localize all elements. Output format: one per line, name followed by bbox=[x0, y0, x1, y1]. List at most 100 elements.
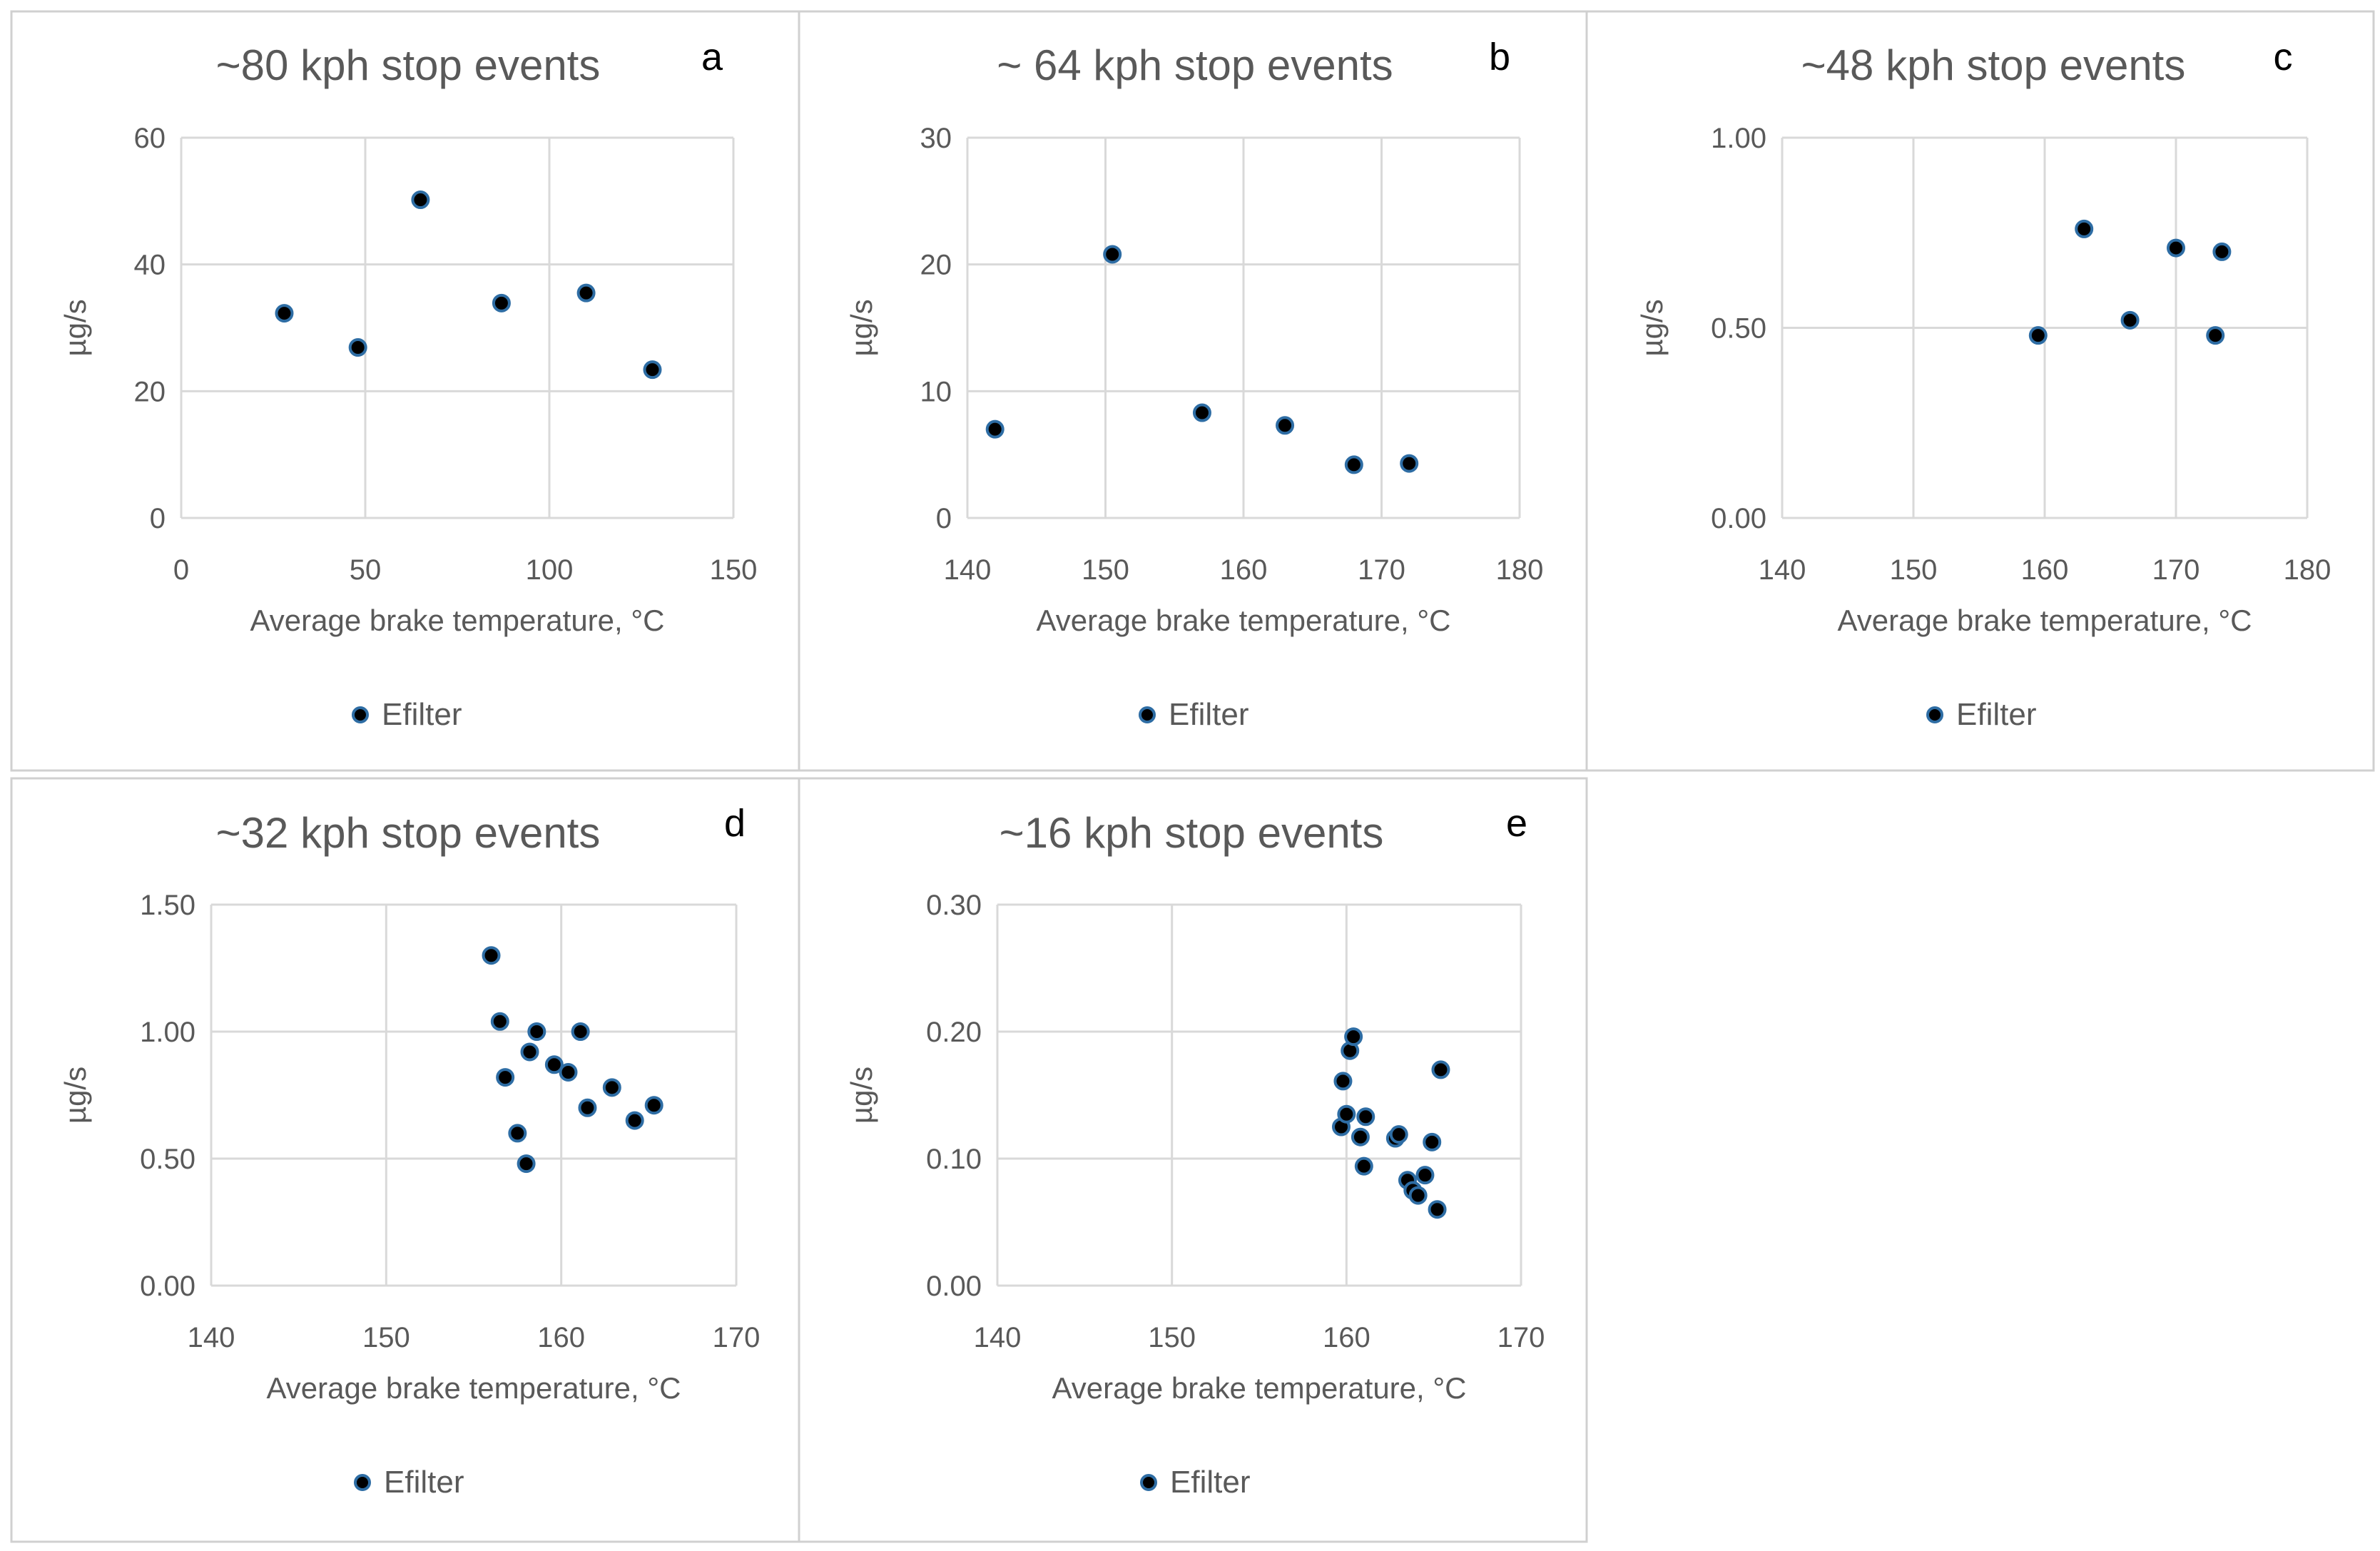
panel-frame bbox=[10, 777, 800, 1543]
data-point bbox=[544, 1055, 564, 1074]
x-tick-label: 140 bbox=[188, 1322, 235, 1353]
y-tick-label: 10 bbox=[920, 376, 952, 407]
x-tick-label: 170 bbox=[713, 1322, 761, 1353]
data-point bbox=[1354, 1156, 1373, 1176]
data-point bbox=[1344, 455, 1363, 474]
y-tick-label: 20 bbox=[134, 376, 166, 407]
x-tick-label: 180 bbox=[1496, 554, 1544, 586]
chart-panel-d: 0.00 0.50 1.00 1.50 140 150 160 170 Average brak… bbox=[10, 777, 800, 1543]
y-tick-label: 1.50 bbox=[140, 890, 195, 921]
x-tick-label: 150 bbox=[1890, 554, 1938, 586]
x-axis-title: Average brake temperature, °C bbox=[250, 604, 665, 637]
y-tick-label: 1.00 bbox=[140, 1017, 195, 1048]
data-point bbox=[1428, 1200, 1447, 1219]
x-tick-label: 50 bbox=[350, 554, 382, 586]
x-tick-label: 150 bbox=[1082, 554, 1129, 586]
data-point bbox=[1431, 1060, 1450, 1079]
data-point bbox=[508, 1124, 527, 1143]
data-point bbox=[490, 1012, 509, 1031]
data-point bbox=[1408, 1186, 1428, 1205]
legend-label: Efilter bbox=[384, 1465, 464, 1500]
y-tick-label: 0 bbox=[150, 503, 166, 534]
data-point bbox=[1344, 1027, 1363, 1047]
data-point bbox=[1400, 454, 1419, 473]
y-tick-label: 0.50 bbox=[1711, 313, 1766, 345]
data-point bbox=[1333, 1072, 1353, 1091]
y-tick-label: 0.00 bbox=[926, 1271, 982, 1302]
x-tick-label: 170 bbox=[1358, 554, 1405, 586]
x-axis-title: Average brake temperature, °C bbox=[1037, 604, 1451, 637]
panel-label: b bbox=[1489, 36, 1510, 78]
data-point bbox=[1356, 1107, 1375, 1127]
data-point bbox=[578, 1098, 597, 1117]
data-point bbox=[1337, 1104, 1356, 1124]
data-point bbox=[527, 1022, 546, 1041]
data-point bbox=[2212, 242, 2232, 261]
y-tick-label: 30 bbox=[920, 123, 952, 154]
chart-title: ~ 64 kph stop events bbox=[997, 41, 1393, 89]
chart-title: ~16 kph stop events bbox=[1000, 809, 1384, 857]
x-tick-label: 0 bbox=[173, 554, 189, 586]
x-tick-label: 150 bbox=[710, 554, 758, 586]
data-point bbox=[496, 1068, 515, 1087]
panel-frame bbox=[798, 777, 1588, 1543]
data-point bbox=[275, 304, 294, 323]
x-tick-label: 160 bbox=[537, 1322, 585, 1353]
y-tick-label: 0.20 bbox=[926, 1017, 982, 1048]
x-axis-title: Average brake temperature, °C bbox=[1838, 604, 2252, 637]
data-point bbox=[348, 338, 367, 357]
legend-marker bbox=[352, 706, 369, 723]
panel-label: a bbox=[701, 36, 723, 78]
chart-title: ~48 kph stop events bbox=[1801, 41, 2186, 89]
x-axis-title: Average brake temperature, °C bbox=[267, 1371, 681, 1405]
data-point bbox=[1389, 1125, 1408, 1144]
data-point bbox=[482, 946, 501, 965]
y-tick-label: 0.30 bbox=[926, 890, 982, 921]
y-tick-label: 20 bbox=[920, 250, 952, 281]
x-tick-label: 160 bbox=[2021, 554, 2069, 586]
legend-label: Efilter bbox=[382, 697, 462, 732]
x-tick-label: 100 bbox=[526, 554, 574, 586]
y-tick-label: 0 bbox=[936, 503, 952, 534]
legend-label: Efilter bbox=[1169, 697, 1249, 732]
y-tick-label: 0.10 bbox=[926, 1144, 982, 1175]
panel-label: e bbox=[1506, 802, 1527, 845]
data-point bbox=[559, 1062, 578, 1082]
x-tick-label: 160 bbox=[1220, 554, 1268, 586]
y-tick-label: 60 bbox=[134, 123, 166, 154]
legend-marker bbox=[1140, 1474, 1157, 1491]
y-axis-title: µg/s bbox=[1635, 299, 1669, 356]
data-point bbox=[602, 1078, 621, 1097]
data-point bbox=[571, 1022, 590, 1041]
panel-label: c bbox=[2274, 36, 2293, 78]
data-point bbox=[1103, 245, 1122, 264]
legend-marker bbox=[1139, 706, 1156, 723]
data-point bbox=[2206, 326, 2225, 345]
panel-label: d bbox=[724, 802, 746, 845]
x-tick-label: 180 bbox=[2284, 554, 2331, 586]
y-axis-title: µg/s bbox=[845, 299, 878, 356]
x-tick-label: 170 bbox=[2152, 554, 2200, 586]
x-tick-label: 140 bbox=[944, 554, 992, 586]
data-point bbox=[2028, 326, 2048, 345]
y-axis-title: µg/s bbox=[59, 299, 92, 356]
legend-label: Efilter bbox=[1170, 1465, 1250, 1500]
y-tick-label: 0.00 bbox=[140, 1271, 195, 1302]
y-axis-title: µg/s bbox=[845, 1067, 878, 1124]
panel-frame bbox=[1585, 10, 2375, 772]
data-point bbox=[520, 1042, 539, 1062]
data-point bbox=[411, 190, 430, 210]
y-tick-label: 0.50 bbox=[140, 1144, 195, 1175]
y-axis-title: µg/s bbox=[59, 1067, 92, 1124]
x-tick-label: 170 bbox=[1497, 1322, 1545, 1353]
legend-marker bbox=[354, 1474, 371, 1491]
data-point bbox=[643, 360, 662, 380]
x-tick-label: 140 bbox=[974, 1322, 1022, 1353]
data-point bbox=[644, 1096, 663, 1115]
data-point bbox=[1276, 416, 1295, 435]
chart-title: ~32 kph stop events bbox=[216, 809, 601, 857]
chart-panel-b: 0 10 20 30 140 150 160 170 180 Average brake temp… bbox=[798, 10, 1588, 772]
legend-marker bbox=[1926, 706, 1943, 723]
data-point bbox=[2167, 238, 2185, 258]
